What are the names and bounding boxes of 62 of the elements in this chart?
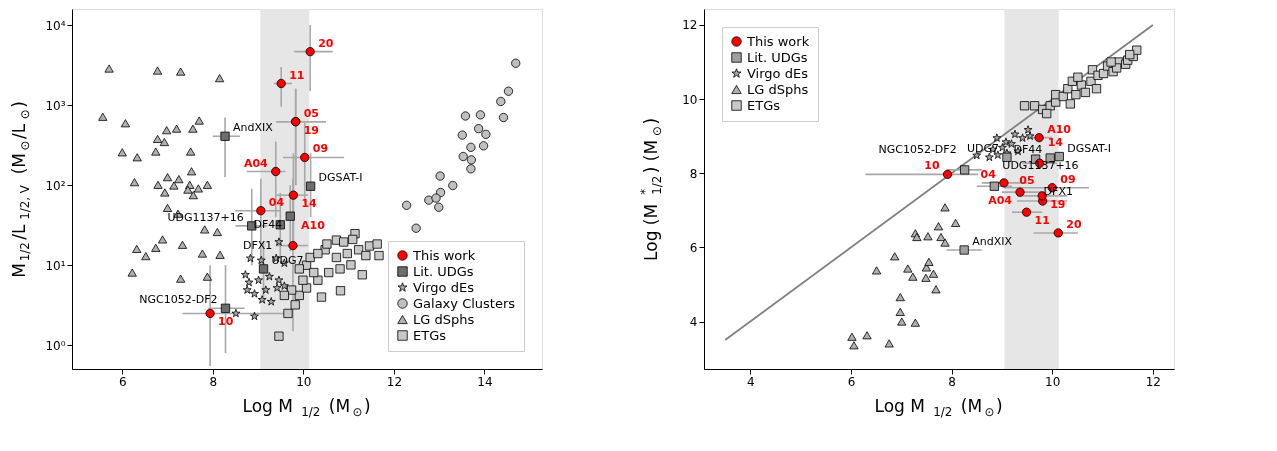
- annotation: 09: [1060, 172, 1076, 186]
- legend-label: ETGs: [413, 327, 447, 343]
- annotation: 10: [218, 315, 234, 329]
- x-tick-label: 6: [847, 374, 856, 389]
- x-tick-label: 6: [118, 374, 127, 389]
- annotation: 05: [303, 106, 319, 120]
- y-tick-label: 10²: [45, 178, 66, 193]
- annotation: AndXIX: [233, 121, 274, 135]
- legend-label: This work: [412, 247, 476, 263]
- annotation: DFX1: [242, 238, 273, 252]
- annotation: 19: [303, 123, 319, 137]
- x-tick-label: 10: [296, 374, 312, 389]
- annotation: A10: [300, 218, 326, 232]
- y-tick-label: 8: [689, 166, 698, 181]
- y-tick-label: 10¹: [45, 258, 66, 273]
- annotation: 20: [318, 36, 334, 50]
- annotation: 09: [312, 142, 329, 156]
- x-tick-label: 12: [386, 374, 403, 389]
- annotation: 14: [301, 197, 318, 211]
- annotation: 10: [924, 159, 940, 173]
- y-tick-label: 10⁴: [45, 18, 66, 33]
- x-tick-label: 4: [746, 374, 755, 389]
- x-tick-label: 8: [209, 374, 218, 389]
- annotation: 04: [980, 167, 997, 181]
- annotation: 19: [1050, 197, 1066, 211]
- annotation: NGC1052-DF2: [139, 293, 218, 307]
- legend-label: Galaxy Clusters: [413, 295, 516, 311]
- x-tick-label: 10: [1045, 374, 1061, 389]
- legend-label: Lit. UDGs: [413, 263, 474, 279]
- legend-label: ETGs: [747, 97, 781, 113]
- annotation: A04: [243, 156, 269, 170]
- annotation: AndXIX: [972, 234, 1013, 248]
- y-tick-label: 12: [682, 18, 698, 33]
- annotation: DGSAT-I: [1067, 141, 1112, 155]
- legend-label: Virgo dEs: [413, 279, 475, 295]
- legend-label: LG dSphs: [413, 311, 475, 327]
- annotation: 20: [1066, 217, 1082, 231]
- y-tick-label: 6: [689, 240, 698, 255]
- annotation: UDG1137+16: [167, 210, 244, 224]
- annotation: 14: [1047, 136, 1064, 150]
- y-tick-label: 10: [682, 92, 698, 107]
- y-tick-label: 10³: [45, 98, 66, 113]
- legend-label: Lit. UDGs: [747, 49, 808, 65]
- legend-label: This work: [746, 33, 810, 49]
- y-axis-title: Log (M*1/2) (M⊙): [638, 117, 665, 261]
- text: M1/2/L1/2, V (M⊙/L⊙): [9, 101, 33, 278]
- y-tick-label: 4: [689, 315, 698, 330]
- x-tick-label: 14: [477, 374, 493, 389]
- annotation: DGSAT-I: [318, 171, 363, 185]
- annotation: UDG1137+16: [1002, 159, 1079, 173]
- annotation: 11: [289, 68, 305, 82]
- annotation: 05: [1019, 174, 1035, 188]
- annotation: NGC1052-DF2: [878, 142, 957, 156]
- annotation: A04: [988, 194, 1013, 208]
- legend-label: LG dSphs: [747, 81, 809, 97]
- annotation: A10: [1047, 122, 1072, 136]
- y-tick-label: 10⁰: [45, 338, 66, 353]
- x-tick-label: 12: [1145, 374, 1162, 389]
- annotation: 04: [268, 195, 285, 209]
- x-tick-label: 8: [948, 374, 956, 389]
- legend-label: Virgo dEs: [747, 65, 809, 81]
- annotation: 11: [1034, 214, 1050, 228]
